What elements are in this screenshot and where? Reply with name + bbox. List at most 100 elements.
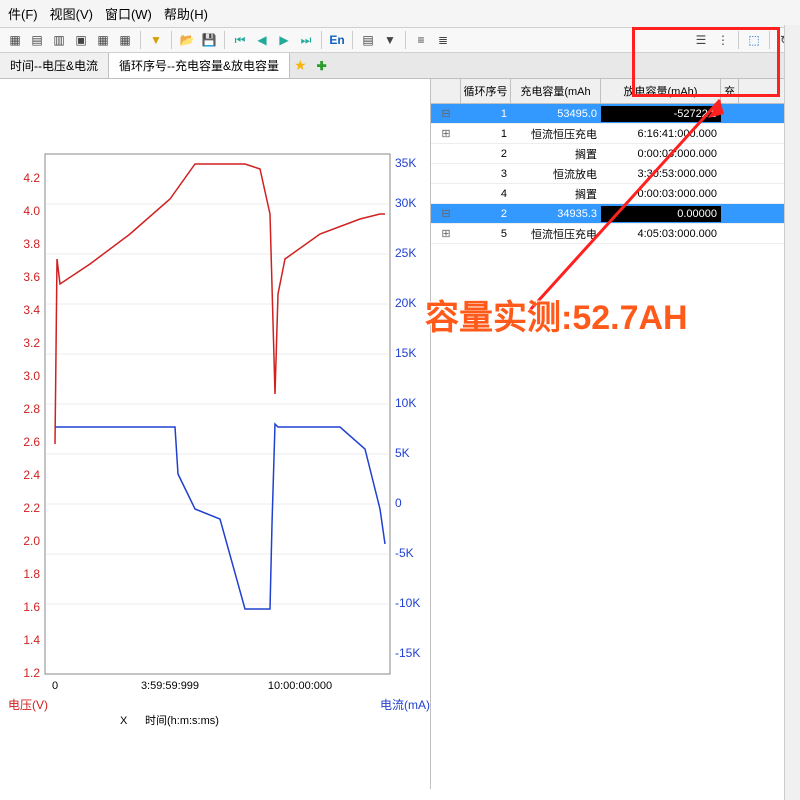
cell-cycle: 2	[461, 206, 511, 222]
nav-first-icon[interactable]: ⏮	[231, 31, 249, 49]
cell-cycle: 3	[461, 166, 511, 182]
main-toolbar: ▦ ▤ ▥ ▣ ▦ ▦ ▼ 📂 💾 ⏮ ◀ ▶ ⏭ En ▤ ▼ ≡ ≣ ☰ ⋮…	[0, 28, 800, 53]
cell-discharge: 0:00:03:000.000	[601, 146, 721, 162]
y2-axis-label: 电流(mA)	[380, 698, 430, 712]
x-axis-label: 时间(h:m:s:ms)	[145, 714, 219, 727]
separator	[224, 31, 225, 49]
col-extra[interactable]: 充	[721, 79, 739, 103]
expand-icon[interactable]	[431, 192, 461, 196]
cell-charge: 恒流恒压充电	[511, 124, 601, 144]
nav-prev-icon[interactable]: ◀	[253, 31, 271, 49]
y1-tick: 2.8	[23, 402, 40, 416]
nav-last-icon[interactable]: ⏭	[297, 31, 315, 49]
tool-icon[interactable]: ☰	[692, 31, 710, 49]
separator	[738, 31, 739, 49]
main-area: 1.2 1.4 1.6 1.8 2.0 2.2 2.4 2.6 2.8 3.0 …	[0, 79, 800, 789]
cell-charge: 34935.3	[511, 206, 601, 222]
tool-icon[interactable]: ▣	[72, 31, 90, 49]
separator	[140, 31, 141, 49]
cell-charge: 搁置	[511, 144, 601, 164]
y2-tick: 30K	[395, 196, 416, 210]
tool-icon[interactable]: ▤	[359, 31, 377, 49]
y1-tick: 4.2	[23, 171, 40, 185]
nav-next-icon[interactable]: ▶	[275, 31, 293, 49]
menu-view[interactable]: 视图(V)	[50, 4, 93, 23]
cell-discharge: 4:05:03:000.000	[601, 226, 721, 242]
cell-charge: 53495.0	[511, 106, 601, 122]
cell-discharge: 0.00000	[601, 206, 721, 222]
table-row[interactable]: 4搁置0:00:03:000.000	[431, 184, 800, 204]
tool-icon[interactable]: ▥	[50, 31, 68, 49]
tool-icon[interactable]: ⋮	[714, 31, 732, 49]
tool-icon[interactable]: ▦	[94, 31, 112, 49]
menu-file[interactable]: 件(F)	[8, 4, 38, 23]
y1-tick: 1.4	[23, 633, 40, 647]
tool-icon[interactable]: ⬚	[745, 31, 763, 49]
cell-cycle: 2	[461, 146, 511, 162]
table-row[interactable]: ⊞1恒流恒压充电6:16:41:000.000	[431, 124, 800, 144]
table-row[interactable]: ⊟234935.30.00000	[431, 204, 800, 224]
separator	[171, 31, 172, 49]
tab-bar: 时间--电压&电流 循环序号--充电容量&放电容量 ★ ✚	[0, 53, 800, 79]
expand-icon[interactable]	[431, 152, 461, 156]
separator	[769, 31, 770, 49]
expand-icon[interactable]: ⊞	[431, 225, 461, 242]
expand-icon[interactable]	[431, 172, 461, 176]
y1-tick: 3.0	[23, 369, 40, 383]
table-row[interactable]: 3恒流放电3:30:53:000.000	[431, 164, 800, 184]
col-cycle[interactable]: 循环序号	[461, 79, 511, 103]
y2-tick: -10K	[395, 596, 420, 610]
x-tick: 0	[52, 680, 58, 692]
y1-tick: 1.2	[23, 666, 40, 680]
tab-capacity[interactable]: 循环序号--充电容量&放电容量	[109, 53, 290, 78]
expand-icon[interactable]: ⊞	[431, 125, 461, 142]
language-toggle[interactable]: En	[328, 31, 346, 49]
table-row[interactable]: ⊟153495.0-52722.8	[431, 104, 800, 124]
data-grid-pane: 循环序号 充电容量(mAh 放电容量(mAh) 充 ⊟153495.0-5272…	[430, 79, 800, 789]
expand-icon[interactable]: ⊟	[431, 105, 461, 122]
x-tick: 3:59:59:999	[141, 680, 199, 692]
y2-tick: 5K	[395, 446, 410, 460]
y1-tick: 1.6	[23, 600, 40, 614]
cell-cycle: 5	[461, 226, 511, 242]
filter-icon[interactable]: ▼	[147, 31, 165, 49]
callout-text: 容量实测:52.7AH	[425, 290, 688, 339]
y1-tick: 2.2	[23, 501, 40, 515]
table-row[interactable]: 2搁置0:00:03:000.000	[431, 144, 800, 164]
tool-icon[interactable]: ≣	[434, 31, 452, 49]
save-icon[interactable]: 💾	[200, 31, 218, 49]
menu-window[interactable]: 窗口(W)	[105, 4, 152, 23]
y2-tick: 35K	[395, 156, 416, 170]
col-discharge[interactable]: 放电容量(mAh)	[601, 79, 721, 103]
table-row[interactable]: ⊞5恒流恒压充电4:05:03:000.000	[431, 224, 800, 244]
grid-header: 循环序号 充电容量(mAh 放电容量(mAh) 充	[431, 79, 800, 104]
star-icon[interactable]: ★	[294, 57, 307, 74]
vertical-scrollbar[interactable]	[784, 25, 800, 800]
tool-icon[interactable]: ▦	[116, 31, 134, 49]
tool-icon[interactable]: ≡	[412, 31, 430, 49]
col-charge[interactable]: 充电容量(mAh	[511, 79, 601, 103]
chart-pane: 1.2 1.4 1.6 1.8 2.0 2.2 2.4 2.6 2.8 3.0 …	[0, 79, 430, 789]
cell-discharge: 6:16:41:000.000	[601, 126, 721, 142]
y2-tick: 0	[395, 496, 402, 510]
y2-tick: 10K	[395, 396, 416, 410]
open-icon[interactable]: 📂	[178, 31, 196, 49]
y1-tick: 3.8	[23, 237, 40, 251]
y2-tick: 20K	[395, 296, 416, 310]
x-tick: 10:00:00:000	[268, 680, 332, 692]
tool-icon[interactable]: ▼	[381, 31, 399, 49]
tool-icon[interactable]: ▤	[28, 31, 46, 49]
cell-discharge: 3:30:53:000.000	[601, 166, 721, 182]
menu-help[interactable]: 帮助(H)	[164, 4, 208, 23]
y2-tick: 25K	[395, 246, 416, 260]
tool-icon[interactable]: ▦	[6, 31, 24, 49]
add-tab-icon[interactable]: ✚	[317, 59, 327, 73]
cell-cycle: 1	[461, 126, 511, 142]
chart-svg: 1.2 1.4 1.6 1.8 2.0 2.2 2.4 2.6 2.8 3.0 …	[0, 79, 430, 789]
tab-voltage-current[interactable]: 时间--电压&电流	[0, 53, 109, 78]
cell-charge: 恒流恒压充电	[511, 224, 601, 244]
y1-tick: 3.6	[23, 270, 40, 284]
x-axis-prefix: X	[120, 715, 128, 727]
cell-charge: 搁置	[511, 184, 601, 204]
expand-icon[interactable]: ⊟	[431, 205, 461, 222]
